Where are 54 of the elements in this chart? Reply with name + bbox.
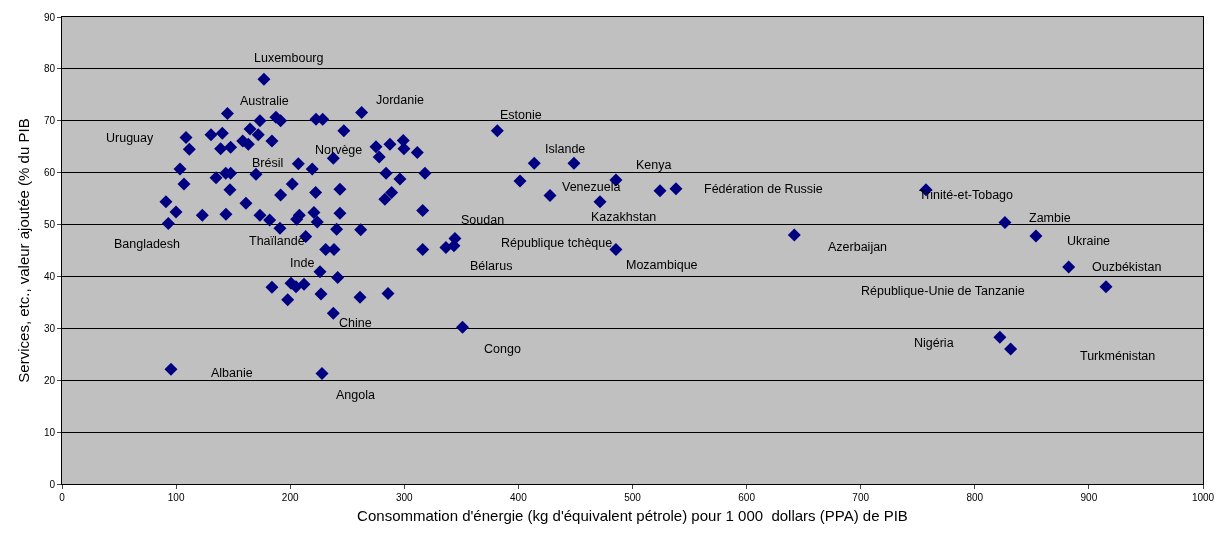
annotation: Ouzbékistan bbox=[1092, 260, 1162, 274]
annotation: Brésil bbox=[252, 156, 284, 170]
annotation: Thaïlande bbox=[249, 234, 305, 248]
y-tick-label: 70 bbox=[43, 115, 56, 127]
y-tick-label: 90 bbox=[43, 11, 56, 23]
y-tick-label: 20 bbox=[43, 374, 56, 386]
x-tick-label: 700 bbox=[852, 492, 870, 503]
annotation: Albanie bbox=[211, 366, 253, 380]
x-tick-label: 0 bbox=[59, 492, 66, 503]
annotation: Nigéria bbox=[914, 336, 954, 350]
annotation: Congo bbox=[484, 342, 521, 356]
annotation: Turkménistan bbox=[1080, 349, 1156, 363]
y-tick-label: 10 bbox=[43, 426, 56, 438]
x-tick-label: 900 bbox=[1080, 492, 1098, 503]
annotation: Estonie bbox=[500, 108, 542, 122]
annotation: Ukraine bbox=[1067, 234, 1111, 248]
annotation: République-Unie de Tanzanie bbox=[861, 284, 1025, 298]
annotation: Jordanie bbox=[376, 93, 424, 107]
annotation: République tchèque bbox=[501, 236, 613, 250]
annotation: Inde bbox=[290, 256, 315, 270]
annotation: Trinité-et-Tobago bbox=[919, 188, 1014, 202]
y-tick-label: 50 bbox=[43, 219, 56, 231]
annotation: Kazakhstan bbox=[591, 210, 657, 224]
annotation: Bélarus bbox=[470, 259, 513, 273]
y-tick-label: 30 bbox=[43, 322, 56, 334]
y-tick-label: 0 bbox=[49, 478, 56, 490]
x-tick-label: 300 bbox=[395, 492, 414, 503]
annotation: Angola bbox=[336, 388, 375, 402]
x-tick-label: 1000 bbox=[1191, 492, 1215, 503]
y-tick-label: 60 bbox=[43, 167, 56, 179]
x-tick-label: 800 bbox=[966, 492, 984, 503]
annotation: Bangladesh bbox=[114, 237, 181, 251]
x-tick-label: 400 bbox=[510, 492, 528, 503]
x-axis-title: Consommation d'énergie (kg d'équivalent pétrole) pour 1 000 dollars (PPA) de PIB bbox=[357, 507, 908, 524]
annotation: Islande bbox=[545, 142, 586, 156]
annotation: Luxembourg bbox=[254, 51, 324, 65]
y-tick-label: 40 bbox=[43, 270, 56, 282]
x-tick-label: 500 bbox=[624, 492, 642, 503]
y-tick-label: 80 bbox=[43, 63, 56, 75]
annotation: Chine bbox=[339, 316, 372, 330]
annotation: Kenya bbox=[636, 158, 672, 172]
annotation: Fédération de Russie bbox=[704, 182, 823, 196]
annotation: Mozambique bbox=[626, 258, 698, 272]
annotation: Venezuela bbox=[562, 180, 621, 194]
annotation: Australie bbox=[240, 94, 289, 108]
annotation: Uruguay bbox=[106, 131, 154, 145]
annotation: Azerbaijan bbox=[828, 240, 888, 254]
annotation: Soudan bbox=[461, 213, 505, 227]
annotation: Zambie bbox=[1029, 211, 1071, 225]
x-tick-label: 600 bbox=[738, 492, 756, 503]
y-axis-title: Services, etc., valeur ajoutée (% du PIB bbox=[15, 118, 33, 383]
annotation: Norvège bbox=[315, 143, 363, 157]
x-tick-label: 200 bbox=[281, 492, 299, 503]
x-tick-label: 100 bbox=[167, 492, 185, 503]
